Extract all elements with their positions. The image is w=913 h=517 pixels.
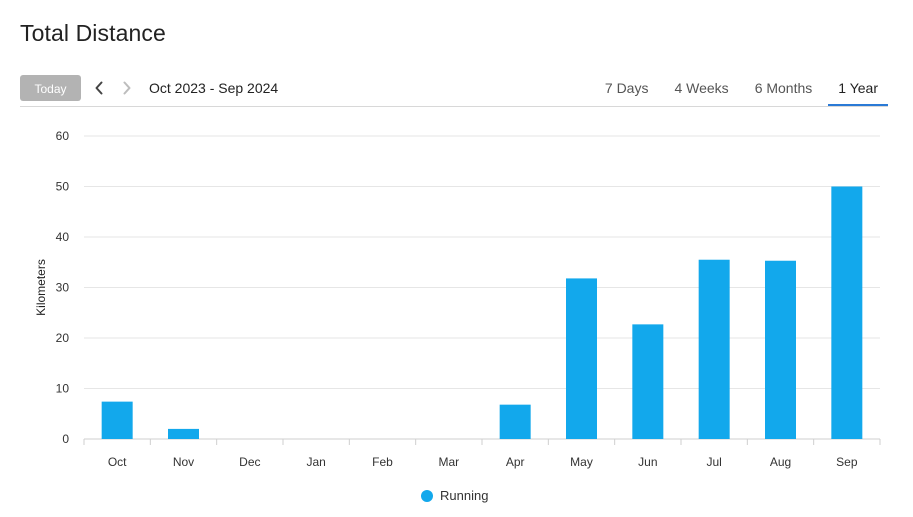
y-tick-label: 20 bbox=[56, 331, 70, 345]
bar-sep[interactable] bbox=[831, 186, 863, 440]
bar-oct[interactable] bbox=[101, 401, 133, 439]
y-tick-label: 0 bbox=[62, 432, 69, 446]
x-tick-label: Mar bbox=[438, 455, 459, 469]
next-period-button[interactable] bbox=[117, 77, 137, 99]
y-tick-label: 40 bbox=[56, 230, 70, 244]
bar-may[interactable] bbox=[566, 278, 597, 439]
legend-swatch-running[interactable] bbox=[421, 489, 433, 502]
y-axis-title: Kilometers bbox=[34, 259, 48, 316]
x-tick-label: Feb bbox=[372, 455, 393, 469]
tab-7-days[interactable]: 7 Days bbox=[604, 80, 649, 96]
y-tick-label: 50 bbox=[56, 180, 70, 194]
x-tick-label: Oct bbox=[108, 455, 127, 469]
x-tick-label: Jun bbox=[638, 455, 657, 469]
x-tick-label: Jan bbox=[306, 455, 325, 469]
x-tick-label: Jul bbox=[706, 455, 721, 469]
y-tick-label: 10 bbox=[56, 382, 70, 396]
bar-jun[interactable] bbox=[632, 324, 664, 439]
range-tabs: 7 Days 4 Weeks 6 Months 1 Year bbox=[589, 73, 888, 106]
bar-aug[interactable] bbox=[765, 260, 796, 439]
chevron-right-icon bbox=[123, 81, 131, 95]
y-tick-label: 30 bbox=[56, 281, 70, 295]
chart-toolbar: Today Oct 2023 - Sep 2024 7 Days 4 Weeks… bbox=[20, 73, 888, 107]
bar-jul[interactable] bbox=[698, 259, 730, 439]
tab-1-year[interactable]: 1 Year bbox=[828, 73, 888, 106]
bar-nov[interactable] bbox=[168, 428, 199, 439]
chart-legend: Running bbox=[421, 488, 488, 503]
x-tick-label: Dec bbox=[239, 455, 260, 469]
x-tick-label: Aug bbox=[770, 455, 791, 469]
chevron-left-icon bbox=[95, 81, 103, 95]
x-tick-label: Apr bbox=[506, 455, 525, 469]
x-tick-label: Sep bbox=[836, 455, 858, 469]
tab-4-weeks[interactable]: 4 Weeks bbox=[674, 80, 729, 96]
previous-period-button[interactable] bbox=[89, 77, 109, 99]
legend-label-running[interactable]: Running bbox=[440, 488, 489, 503]
page-title: Total Distance bbox=[20, 20, 166, 46]
x-tick-label: Nov bbox=[173, 455, 194, 469]
today-button[interactable]: Today bbox=[20, 75, 81, 101]
tab-6-months[interactable]: 6 Months bbox=[754, 80, 813, 96]
date-range-label: Oct 2023 - Sep 2024 bbox=[149, 80, 279, 96]
x-tick-label: May bbox=[570, 455, 593, 469]
y-tick-label: 60 bbox=[56, 129, 70, 143]
bar-apr[interactable] bbox=[499, 404, 531, 439]
bar-chart: 0 10 20 30 40 50 60 Kilometers Oct Nov Dec Jan Feb Ma… bbox=[34, 129, 881, 469]
